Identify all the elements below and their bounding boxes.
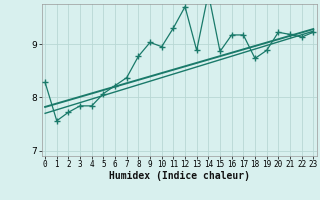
X-axis label: Humidex (Indice chaleur): Humidex (Indice chaleur) bbox=[109, 171, 250, 181]
